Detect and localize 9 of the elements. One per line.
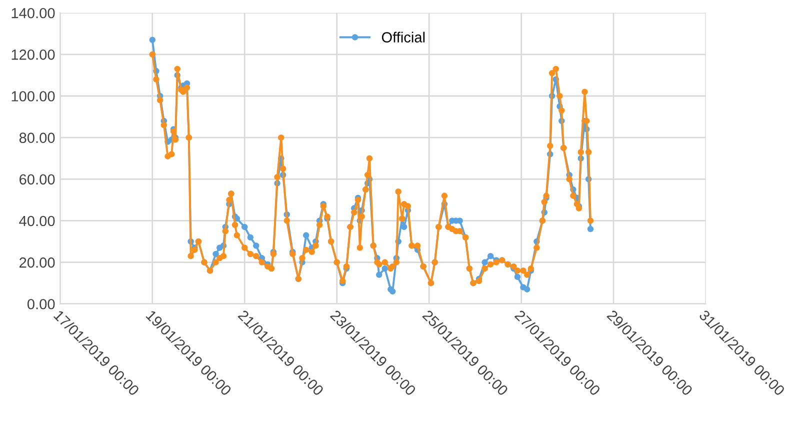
y-tick-label: 100.00 [12, 91, 55, 102]
y-tick-label: 120.00 [12, 50, 55, 60]
y-tick-label: 60.00 [20, 174, 55, 185]
legend-label: Official [382, 32, 425, 42]
y-tick-label: 40.00 [19, 216, 55, 226]
y-tick-label: 0.00 [27, 298, 55, 310]
y-tick-label: 80.00 [19, 132, 55, 143]
y-tick-label: 140.00 [12, 8, 55, 18]
y-tick-label: 20.00 [20, 257, 55, 268]
